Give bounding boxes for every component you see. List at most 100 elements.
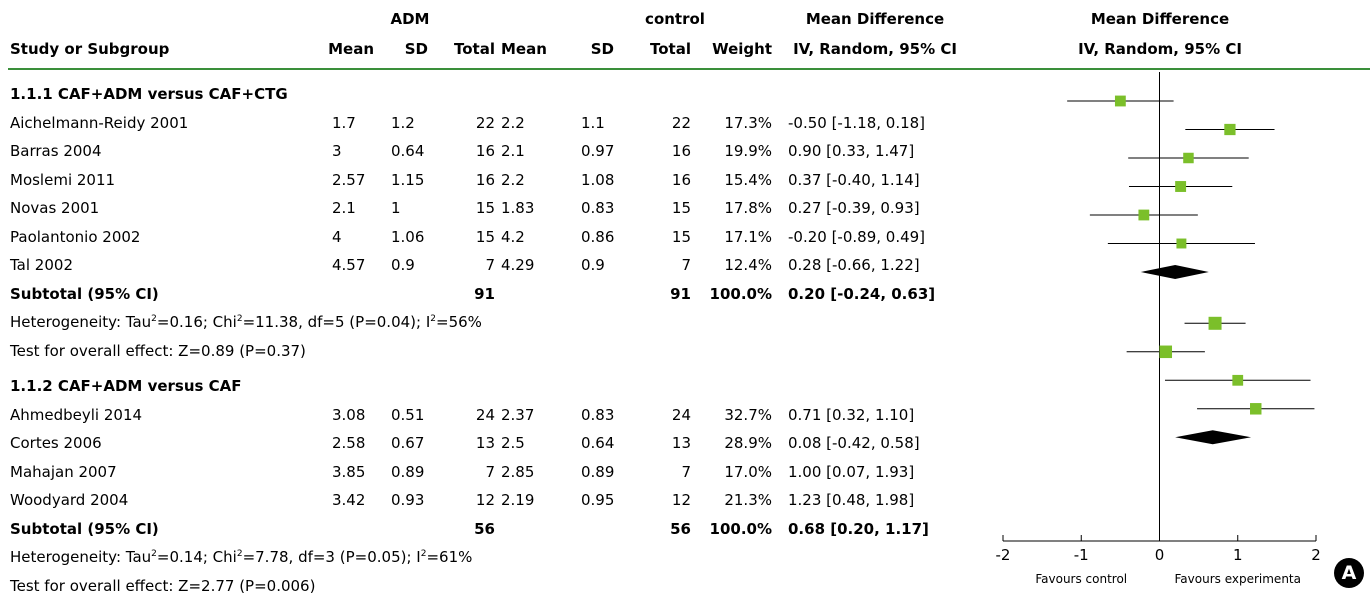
study-m1: 2.57	[332, 170, 366, 189]
plot-header-sub: IV, Random, 95% CI	[1078, 40, 1242, 58]
heterogeneity-part: =0.16; Chi	[156, 313, 237, 331]
subtotal-ci: 0.20 [-0.24, 0.63]	[788, 284, 936, 303]
col-sd-1: SD	[404, 40, 428, 58]
study-m1: 3.42	[332, 491, 366, 509]
study-n2: 7	[681, 462, 691, 481]
heterogeneity-part: =0.14; Chi	[156, 548, 237, 566]
study-sd2: 0.83	[581, 405, 615, 424]
study-sd1: 1.2	[391, 113, 415, 132]
subgroup-title: 1.1.1 CAF+ADM versus CAF+CTG	[10, 85, 288, 103]
effect-square	[1114, 95, 1126, 107]
subtotal-label: Subtotal (95% CI)	[10, 519, 159, 538]
study-sd2: 0.95	[581, 491, 615, 509]
heterogeneity-part: =56%	[436, 313, 482, 331]
study-name: Novas 2001	[10, 199, 100, 217]
study-sd1: 1.15	[391, 170, 425, 189]
subtotal-n1: 56	[474, 519, 495, 538]
study-sd2: 1.08	[581, 170, 615, 189]
study-ci: 0.27 [-0.39, 0.93]	[788, 199, 920, 217]
heterogeneity-text: Heterogeneity: Tau2=0.16; Chi2=11.38, df…	[10, 313, 482, 331]
subtotal-n2: 56	[670, 519, 691, 538]
study-m2: 2.19	[501, 491, 535, 509]
col-mean-1: Mean	[328, 40, 374, 58]
study-n1: 24	[475, 405, 495, 424]
study-m2: 2.2	[501, 170, 525, 189]
group2-header: control	[645, 10, 705, 28]
study-weight: 32.7%	[724, 405, 772, 424]
x-tick-label: 2	[1311, 546, 1321, 564]
study-n1: 15	[475, 227, 495, 246]
study-m2: 2.5	[501, 434, 525, 452]
study-name: Ahmedbeyli 2014	[10, 405, 143, 424]
study-n2: 7	[681, 256, 691, 274]
study-name: Barras 2004	[10, 142, 102, 160]
plot-header-title: Mean Difference	[1090, 10, 1230, 28]
study-weight: 15.4%	[724, 170, 772, 189]
col-mean-2: Mean	[501, 40, 547, 58]
study-weight: 17.3%	[724, 113, 772, 132]
effect-square	[1175, 181, 1187, 192]
study-n1: 16	[475, 170, 495, 189]
study-weight: 17.0%	[724, 462, 772, 481]
study-n1: 15	[475, 199, 495, 217]
study-m2: 1.83	[501, 199, 535, 217]
favours-right-label: Favours experimenta	[1175, 572, 1301, 586]
study-sd2: 0.64	[581, 434, 615, 452]
study-m1: 4.57	[332, 256, 366, 274]
study-m1: 2.1	[332, 199, 356, 217]
study-m2: 2.85	[501, 462, 535, 481]
col-sd-2: SD	[590, 40, 614, 58]
x-tick-label: 0	[1155, 546, 1165, 564]
heterogeneity-part: Heterogeneity: Tau	[10, 548, 152, 566]
subtotal-n1: 91	[474, 284, 495, 303]
study-sd2: 1.1	[581, 113, 605, 132]
study-n2: 16	[671, 170, 691, 189]
superscript: 2	[236, 549, 243, 559]
subtotal-weight: 100.0%	[709, 519, 772, 538]
study-sd1: 0.93	[391, 491, 425, 509]
subtotal-n2: 91	[670, 284, 691, 303]
study-weight: 12.4%	[724, 256, 772, 274]
study-name: Moslemi 2011	[10, 170, 116, 189]
study-n1: 12	[475, 491, 495, 509]
subtotal-weight: 100.0%	[709, 284, 772, 303]
col-total-1: Total	[454, 40, 495, 58]
study-n2: 13	[671, 434, 691, 452]
study-m1: 3.85	[332, 462, 366, 481]
effect-square	[1232, 374, 1244, 386]
study-sd2: 0.9	[581, 256, 605, 274]
study-name: Paolantonio 2002	[10, 227, 141, 246]
col-weight: Weight	[712, 40, 772, 58]
overall-effect-text: Test for overall effect: Z=0.89 (P=0.37)	[10, 341, 306, 360]
study-weight: 21.3%	[724, 491, 772, 509]
study-n1: 22	[475, 113, 495, 132]
effect-square	[1138, 209, 1150, 221]
study-n2: 12	[671, 491, 691, 509]
study-sd1: 0.51	[391, 405, 425, 424]
effect-square	[1176, 238, 1187, 249]
effect-square	[1159, 345, 1173, 359]
study-weight: 28.9%	[724, 434, 772, 452]
effect-square	[1183, 152, 1194, 164]
x-tick-label: 1	[1233, 546, 1243, 564]
study-name: Aichelmann-Reidy 2001	[10, 113, 189, 132]
study-n2: 24	[671, 405, 691, 424]
subtotal-ci: 0.68 [0.20, 1.17]	[788, 519, 929, 538]
superscript: 2	[430, 314, 436, 324]
superscript: 2	[151, 314, 157, 324]
study-ci: 0.90 [0.33, 1.47]	[788, 142, 915, 160]
study-sd1: 0.64	[391, 142, 425, 160]
superscript: 2	[420, 549, 427, 559]
header-rule	[8, 68, 1370, 70]
effect-square	[1208, 316, 1222, 330]
study-sd2: 0.86	[581, 227, 615, 246]
col-total-2: Total	[650, 40, 691, 58]
study-m2: 2.1	[501, 142, 525, 160]
study-sd1: 0.89	[391, 462, 425, 481]
study-weight: 19.9%	[724, 142, 772, 160]
x-tick-label: -2	[996, 546, 1011, 564]
study-n2: 22	[671, 113, 691, 132]
group1-header: ADM	[390, 10, 430, 28]
superscript: 2	[236, 314, 243, 324]
